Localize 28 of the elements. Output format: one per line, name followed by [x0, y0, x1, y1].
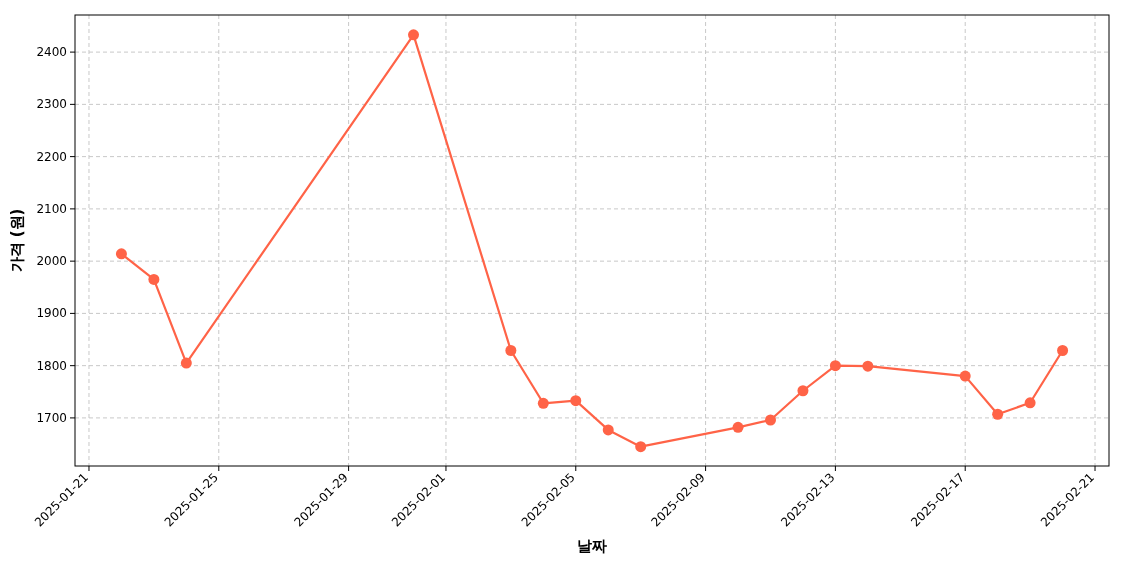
y-tick-label: 2300	[36, 97, 67, 112]
point	[797, 385, 809, 397]
point	[1024, 397, 1036, 409]
x-axis-title: 날짜	[577, 537, 607, 555]
point	[408, 29, 420, 41]
point	[148, 273, 160, 285]
point	[959, 370, 971, 382]
y-tick-label: 1700	[36, 410, 67, 425]
y-tick-label: 1800	[36, 358, 67, 373]
point	[505, 345, 517, 357]
point	[764, 414, 776, 426]
y-axis-title: 가격 (원)	[8, 208, 26, 273]
y-tick-label: 2200	[36, 149, 67, 164]
point	[635, 441, 647, 453]
point	[115, 248, 127, 260]
point	[537, 397, 549, 409]
y-tick-label: 1900	[36, 306, 67, 321]
y-tick-label: 2100	[36, 201, 67, 216]
point	[602, 424, 614, 436]
point	[992, 408, 1004, 420]
point	[570, 395, 582, 407]
point	[732, 421, 744, 433]
point	[862, 360, 874, 372]
point	[180, 357, 192, 369]
point	[829, 360, 841, 372]
y-tick-label: 2400	[36, 45, 67, 60]
point	[1057, 345, 1069, 357]
y-tick-label: 2000	[36, 254, 67, 269]
